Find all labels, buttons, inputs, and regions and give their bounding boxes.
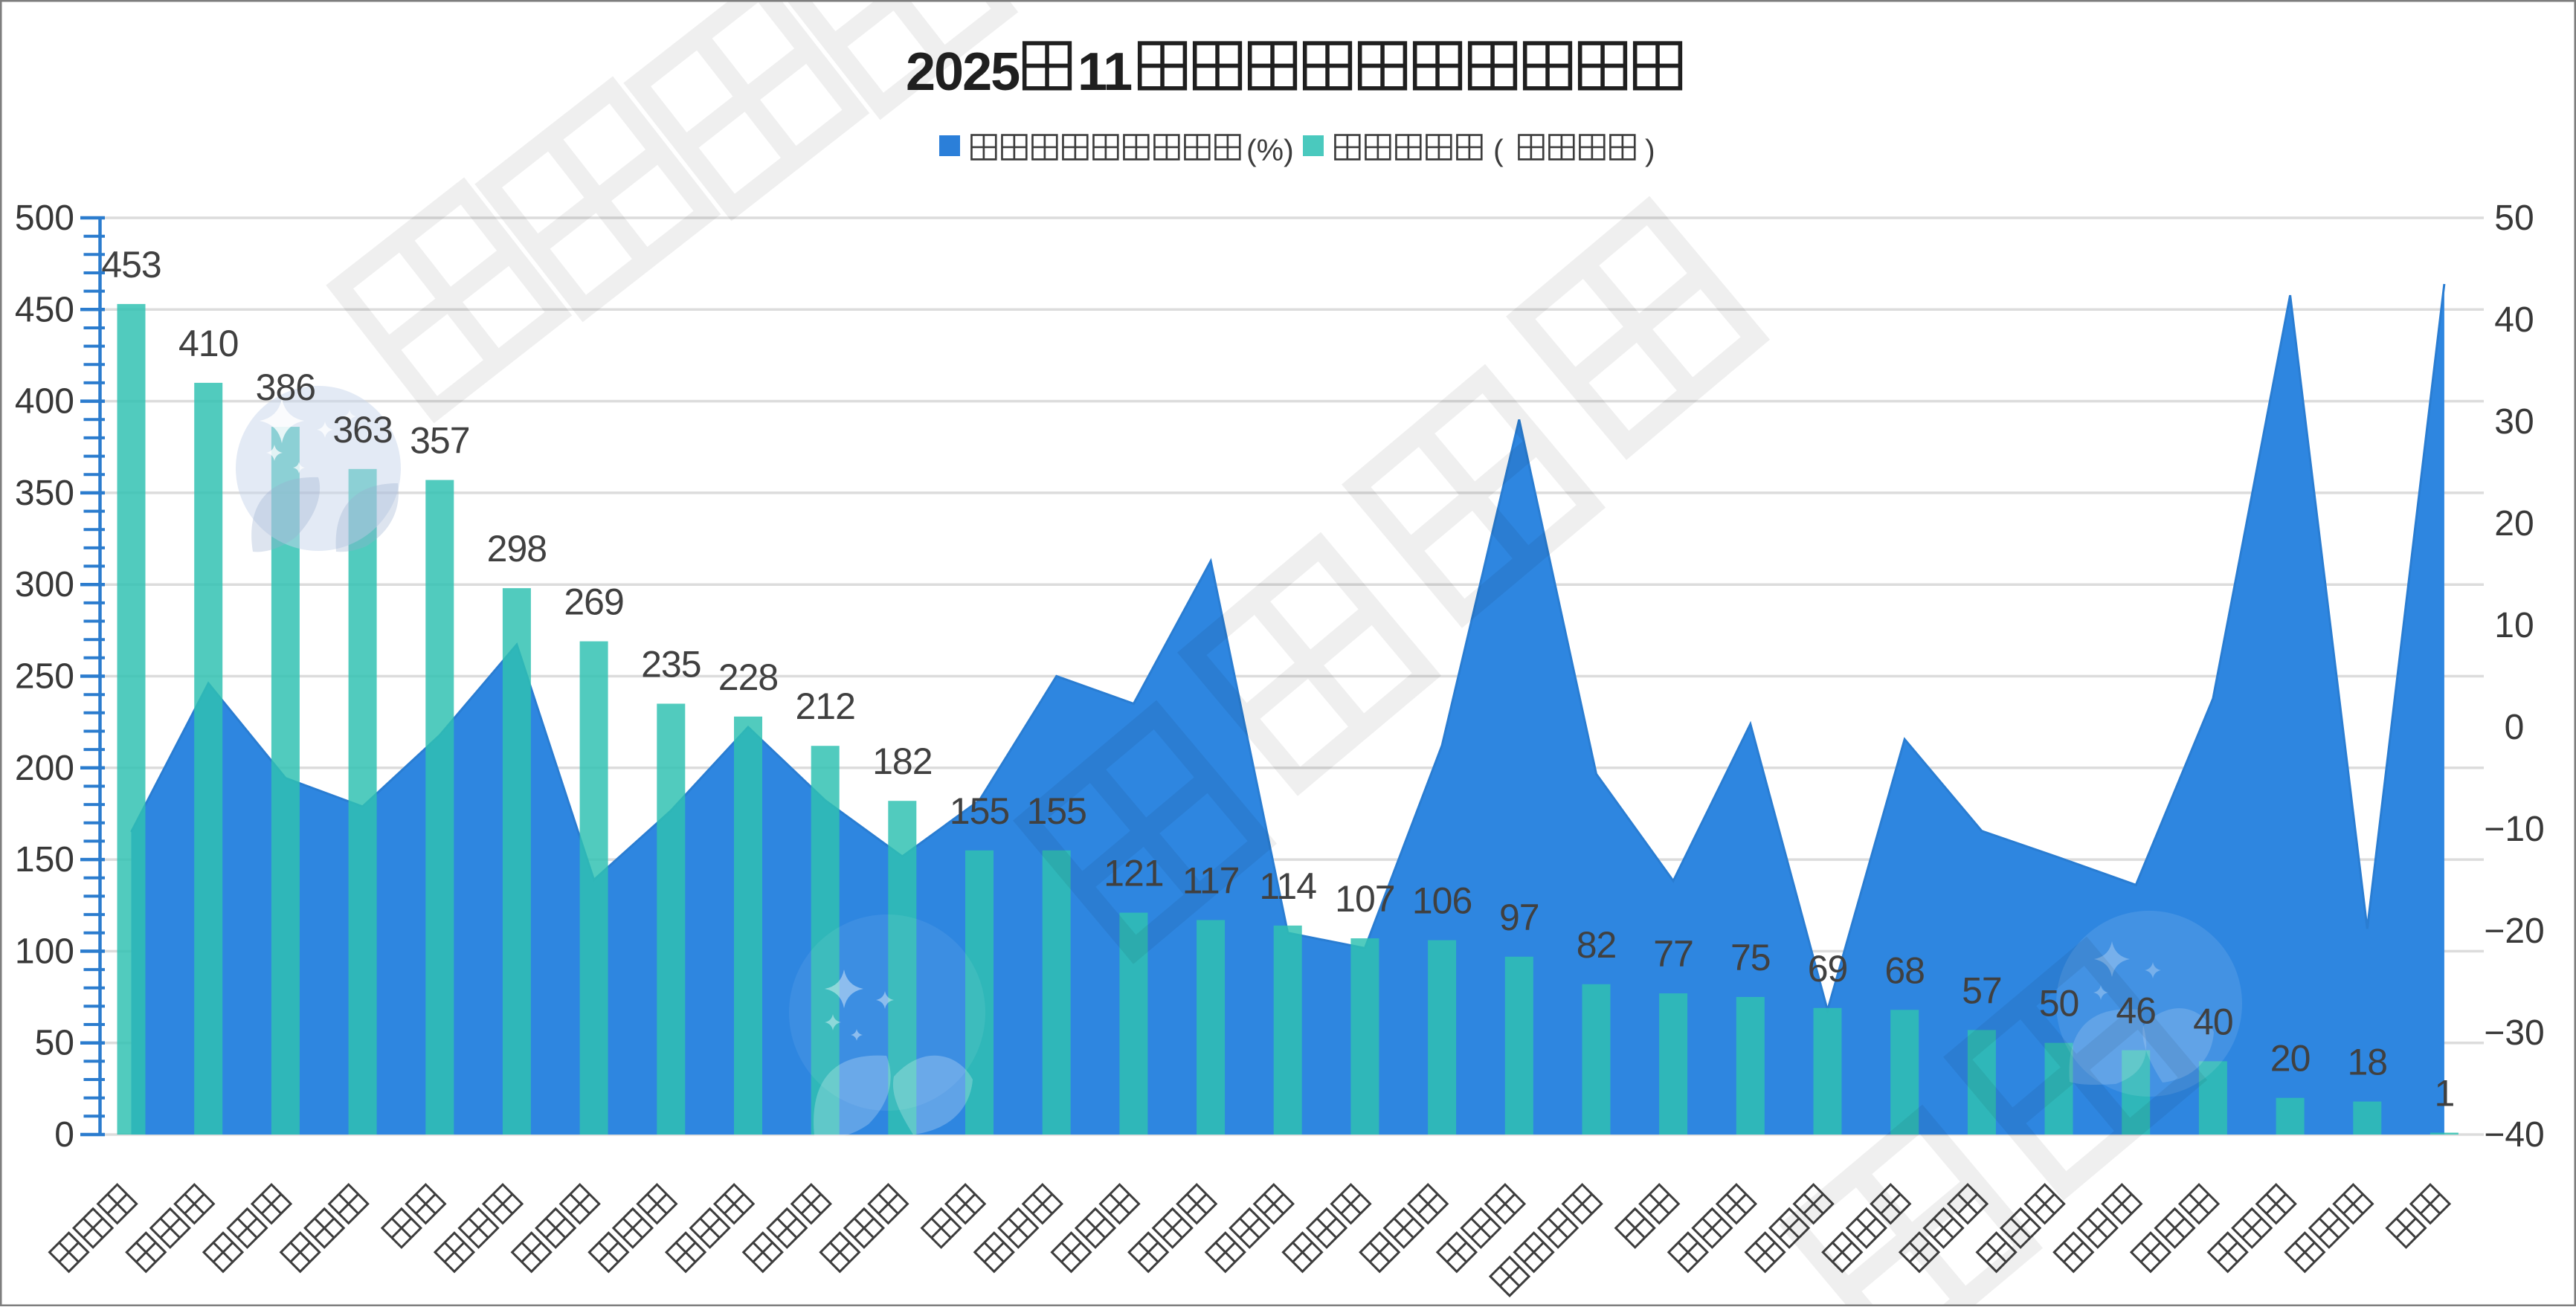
svg-text:(%): (%) [1246,133,1294,167]
svg-text:212: 212 [795,685,854,727]
svg-text:117: 117 [1182,860,1240,902]
svg-text:57: 57 [1962,969,2002,1011]
svg-text:82: 82 [1577,924,1617,966]
svg-text:300: 300 [15,565,74,604]
svg-text:50: 50 [2039,983,2079,1025]
svg-text:2025: 2025 [906,42,1020,102]
svg-text:40: 40 [2494,300,2534,340]
svg-text:(: ( [1493,133,1504,167]
svg-text:69: 69 [1808,948,1848,990]
svg-text:50: 50 [2494,199,2534,238]
svg-text:0: 0 [54,1115,74,1155]
svg-text:50: 50 [35,1024,74,1063]
svg-text:363: 363 [332,409,392,451]
svg-text:106: 106 [1412,880,1472,922]
svg-text:269: 269 [564,581,623,623]
svg-text:18: 18 [2347,1042,2387,1083]
svg-text:0: 0 [2505,708,2525,747]
svg-text:357: 357 [410,420,469,462]
svg-text:75: 75 [1730,937,1771,978]
svg-text:77: 77 [1653,933,1693,975]
svg-text:410: 410 [178,323,238,364]
svg-text:): ) [1645,133,1655,167]
svg-text:30: 30 [2494,402,2534,442]
svg-text:−40: −40 [2484,1115,2544,1155]
svg-text:−30: −30 [2484,1013,2544,1053]
svg-text:107: 107 [1335,878,1394,920]
svg-text:46: 46 [2116,990,2156,1032]
svg-text:20: 20 [2270,1038,2311,1080]
svg-text:−10: −10 [2484,810,2544,849]
svg-text:350: 350 [15,474,74,513]
svg-text:121: 121 [1104,853,1163,894]
svg-text:228: 228 [718,656,778,698]
svg-text:150: 150 [15,840,74,880]
svg-text:235: 235 [641,644,701,685]
svg-text:500: 500 [15,199,74,238]
svg-text:40: 40 [2193,1001,2233,1042]
svg-text:400: 400 [15,382,74,422]
svg-text:182: 182 [872,740,932,782]
svg-text:11: 11 [1078,42,1132,102]
svg-text:100: 100 [15,932,74,971]
svg-text:155: 155 [1026,790,1086,832]
svg-text:155: 155 [950,790,1009,832]
svg-text:450: 450 [15,290,74,329]
svg-text:250: 250 [15,657,74,697]
svg-text:68: 68 [1884,949,1925,991]
svg-text:10: 10 [2494,606,2534,645]
svg-text:200: 200 [15,749,74,788]
svg-text:97: 97 [1499,897,1539,938]
svg-text:453: 453 [101,244,161,285]
svg-text:386: 386 [256,367,315,408]
svg-text:−20: −20 [2484,911,2544,951]
svg-text:20: 20 [2494,504,2534,543]
svg-text:298: 298 [487,528,547,570]
svg-text:114: 114 [1259,865,1316,907]
svg-text:1: 1 [2434,1073,2454,1114]
